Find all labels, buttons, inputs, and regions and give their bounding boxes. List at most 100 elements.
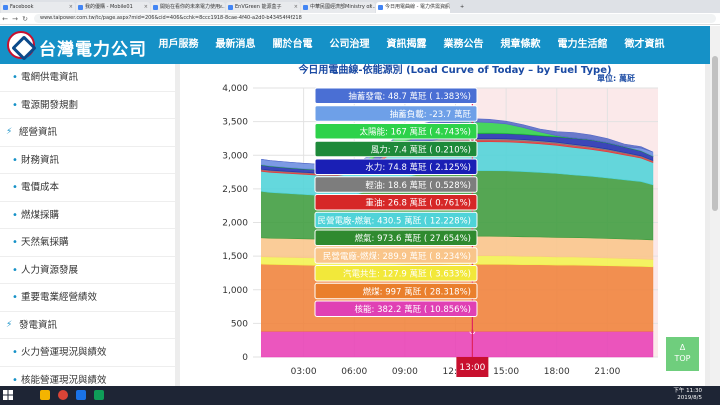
y-tick-label: 2,500 xyxy=(222,185,248,195)
sidebar-item[interactable]: • 財務資訊 xyxy=(0,147,175,174)
tooltip-row-label: 太陽能: 167 萬瓩 ( 4.743%) xyxy=(360,127,471,138)
tab-close-icon[interactable]: × xyxy=(368,4,373,10)
main-nav-item[interactable]: 最新消息 xyxy=(215,39,256,50)
sidebar-item[interactable]: • 核能營運現況與績效 xyxy=(0,367,175,387)
tooltip-row-label: 燃氣: 973.6 萬瓩 ( 27.654%) xyxy=(355,233,471,244)
page-scrollbar[interactable] xyxy=(710,26,720,386)
sidebar-item[interactable]: • 重要電業經營績效 xyxy=(0,284,175,312)
sidebar-item[interactable]: • 人力資源發展 xyxy=(0,257,175,284)
sidebar-item[interactable]: • 電源開發規劃 xyxy=(0,92,175,119)
main-content: 0 500 1,000 1,500 2,000 2,500 3,000 3,500 4,000 0… xyxy=(175,64,720,386)
sidebar-item-label: 電價成本 xyxy=(21,182,60,193)
main-nav-item[interactable]: 資訊揭露 xyxy=(386,39,427,50)
back-icon[interactable]: ← xyxy=(2,14,8,23)
tooltip-row-label: 抽蓄發電: 48.7 萬瓩 ( 1.383%) xyxy=(348,91,471,102)
bullet-icon: • xyxy=(12,347,18,358)
main-nav-item[interactable]: 徵才資訊 xyxy=(624,39,665,50)
tab-close-icon[interactable]: × xyxy=(443,4,448,10)
file-explorer-icon[interactable] xyxy=(40,390,50,400)
sidebar-item-label: 火力營運現況與績效 xyxy=(21,347,107,358)
x-tick-label: 12:00 xyxy=(443,367,469,377)
sidebar-item-label: 人力資源發展 xyxy=(21,264,79,276)
browser-tab[interactable]: Facebook × xyxy=(1,2,75,13)
sidebar-item[interactable]: • 火力營運現況與績效 xyxy=(0,339,175,367)
edge-icon[interactable] xyxy=(76,390,86,400)
main-nav-item[interactable]: 電力生活館 xyxy=(557,39,608,50)
tab-label: 今日用電曲線 - 電力供需資訊 xyxy=(385,4,450,10)
tooltip-row-label: 水力: 74.8 萬瓩 ( 2.125%) xyxy=(365,162,471,173)
chrome-icon[interactable] xyxy=(58,390,68,400)
main-nav-item[interactable]: 公司治理 xyxy=(329,39,370,50)
tooltip-row xyxy=(314,265,478,282)
sidebar-section[interactable]: ⚡ 經營資訊 xyxy=(0,119,175,147)
brand-name[interactable]: 台灣電力公司 xyxy=(39,40,147,60)
bullet-icon: • xyxy=(12,209,18,221)
url-input[interactable]: www.taipower.com.tw/tc/page.aspx?mid=206… xyxy=(34,14,716,23)
tooltip-row-label: 民營電廠-燃氣: 430.5 萬瓩 ( 12.228%) xyxy=(317,215,471,226)
forward-icon[interactable]: → xyxy=(12,14,18,23)
tab-close-icon[interactable]: × xyxy=(143,4,148,10)
tab-close-icon[interactable]: × xyxy=(293,4,298,10)
main-nav-item[interactable]: 用戶服務 xyxy=(158,39,199,50)
y-tick-label: 3,500 xyxy=(222,118,248,128)
sidebar-item[interactable]: • 電網供電資訊 xyxy=(0,64,175,92)
tab-favicon-icon xyxy=(303,5,308,10)
browser-tab[interactable]: 中華民國經濟部Ministry of... × xyxy=(301,2,375,13)
taipower-logo-icon[interactable] xyxy=(7,31,35,59)
bullet-icon: • xyxy=(12,237,18,248)
tooltip-row xyxy=(314,247,478,264)
chart-panel: 0 500 1,000 1,500 2,000 2,500 3,000 3,500 4,000 0… xyxy=(180,64,705,386)
x-tick-label: 03:00 xyxy=(291,367,317,377)
tab-close-icon[interactable]: × xyxy=(218,4,223,10)
main-nav-item[interactable]: 規章條款 xyxy=(500,39,541,50)
back-to-top-label: TOP xyxy=(674,354,691,363)
app-icon[interactable] xyxy=(94,390,104,400)
back-to-top-button[interactable]: Δ TOP xyxy=(666,337,699,371)
main-nav-item[interactable]: 業務公告 xyxy=(443,39,484,50)
tooltip-row xyxy=(314,140,478,158)
browser-tab[interactable]: 今日用電曲線 - 電力供需資訊 × xyxy=(376,2,450,13)
sidebar-item-label: 電網供電資訊 xyxy=(21,72,79,83)
sidebar-item[interactable]: • 電價成本 xyxy=(0,174,175,202)
y-tick-label: 2,000 xyxy=(222,219,248,229)
tooltip-row-label: 輕油: 18.6 萬瓩 ( 0.528%) xyxy=(365,180,471,191)
y-tick-label: 4,000 xyxy=(222,84,248,94)
sidebar-item-label: 天然氣採購 xyxy=(21,237,69,248)
tab-favicon-icon xyxy=(378,5,383,10)
sidebar-item-label: 核能營運現況與績效 xyxy=(21,374,107,386)
main-nav-item[interactable]: 關於台電 xyxy=(272,39,313,50)
bullet-icon: • xyxy=(12,374,18,386)
taskbar: 下午 11:30 2019/8/5 xyxy=(0,386,720,405)
load-curve-chart: 0 500 1,000 1,500 2,000 2,500 3,000 3,500 4,000 0… xyxy=(222,84,658,377)
up-arrow-icon: Δ xyxy=(679,343,686,352)
main-nav: 用戶服務 最新消息 關於台電 公司治理 資訊揭露 業務公告 規章條款 電力生活館 徵才資訊 xyxy=(150,26,673,64)
sidebar-item[interactable]: • 天然氣採購 xyxy=(0,229,175,257)
tab-label: 我的優購 - Mobile01 xyxy=(85,4,133,10)
tooltip-row-label: 燃煤: 997 萬瓩 ( 28.318%) xyxy=(363,286,471,297)
tooltip-row xyxy=(314,229,478,246)
x-tick-label: 21:00 xyxy=(594,367,620,377)
browser-tab[interactable]: 我的優購 - Mobile01 × xyxy=(76,2,150,13)
windows-start-icon[interactable] xyxy=(3,390,13,400)
clock-time: 下午 11:30 xyxy=(673,388,702,394)
browser-tab-bar: Facebook × 我的優購 - Mobile01 × 開始在看你的未來電力使用...… xyxy=(0,0,720,13)
browser-tab[interactable]: 開始在看你的未來電力使用... × xyxy=(151,2,225,13)
browser-tab[interactable]: EnVGreen 能源盒子 × xyxy=(226,2,300,13)
tooltip-row xyxy=(314,300,478,317)
clock: 下午 11:30 2019/8/5 xyxy=(673,388,702,402)
tooltip-row-label: 重油: 26.8 萬瓩 ( 0.761%) xyxy=(365,198,471,209)
new-tab-button[interactable]: + xyxy=(460,4,465,10)
tooltip-row xyxy=(314,105,478,122)
tab-close-icon[interactable]: × xyxy=(68,4,73,10)
tooltip-row xyxy=(314,211,478,229)
sidebar: • 電網供電資訊 • 電源開發規劃 ⚡ 經營資訊 • 財務資訊 • 電價成本 • 燃煤採購 • 天然氣採購… xyxy=(0,64,175,386)
sidebar-item[interactable]: • 燃煤採購 xyxy=(0,202,175,229)
scrollbar-thumb[interactable] xyxy=(712,56,718,211)
reload-icon[interactable]: ↻ xyxy=(22,14,28,23)
address-bar: ← → ↻ www.taipower.com.tw/tc/page.aspx?m… xyxy=(0,13,720,25)
lightning-icon: ⚡ xyxy=(6,127,13,137)
tooltip-row xyxy=(314,158,478,175)
y-tick-label: 500 xyxy=(231,319,248,329)
sidebar-section[interactable]: ⚡ 發電資訊 xyxy=(0,312,175,339)
tooltip-row xyxy=(314,194,478,211)
